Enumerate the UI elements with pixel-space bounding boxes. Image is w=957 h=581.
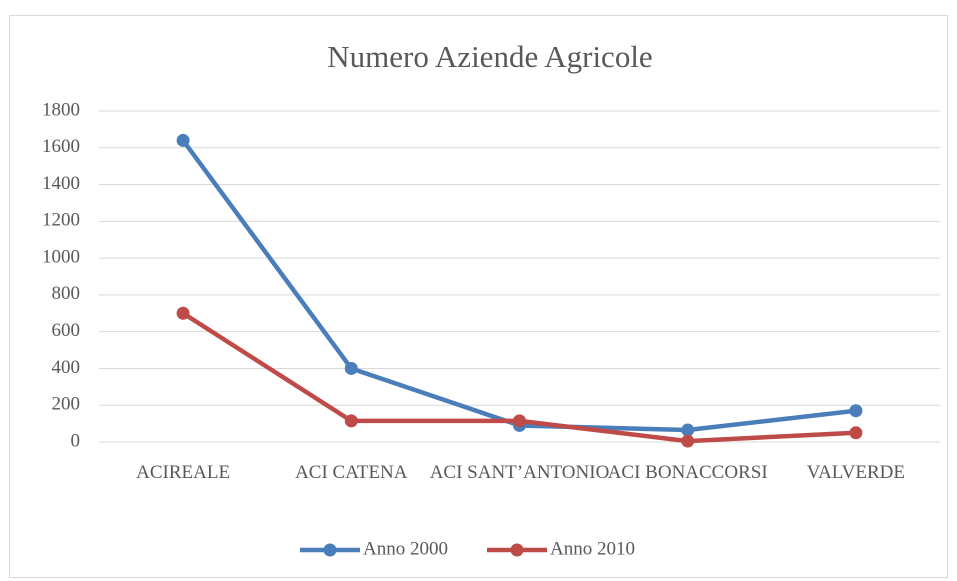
- y-tick-label: 1800: [42, 99, 80, 120]
- data-point: [176, 306, 190, 320]
- legend-label: Anno 2010: [550, 538, 635, 559]
- x-tick-label: ACIREALE: [136, 462, 231, 483]
- data-point: [513, 414, 526, 428]
- data-point: [344, 361, 358, 375]
- data-point: [344, 414, 358, 428]
- y-tick-label: 1200: [42, 210, 80, 231]
- legend-label: Anno 2000: [363, 538, 448, 559]
- x-tick-label: VALVERDE: [806, 462, 905, 483]
- x-tick-label: ACI SANT’ANTONIO: [429, 462, 610, 483]
- y-tick-label: 200: [52, 394, 81, 415]
- data-point: [681, 434, 695, 448]
- data-point: [849, 426, 863, 440]
- y-tick-label: 1000: [42, 246, 80, 267]
- y-tick-label: 1600: [42, 136, 80, 157]
- legend-marker: [323, 543, 337, 557]
- y-tick-label: 800: [52, 283, 81, 304]
- legend-marker: [510, 543, 524, 557]
- y-tick-label: 400: [52, 357, 81, 378]
- chart-title: Numero Aziende Agricole: [327, 39, 652, 74]
- y-tick-label: 0: [71, 430, 81, 451]
- y-tick-label: 600: [52, 320, 81, 341]
- data-point: [681, 423, 695, 437]
- x-tick-label: ACI CATENA: [295, 462, 408, 483]
- chart-border: [9, 15, 948, 578]
- x-tick-label: ACI BONACCORSI: [607, 462, 768, 483]
- y-tick-label: 1400: [42, 173, 80, 194]
- data-point: [849, 404, 863, 418]
- data-point: [176, 133, 190, 147]
